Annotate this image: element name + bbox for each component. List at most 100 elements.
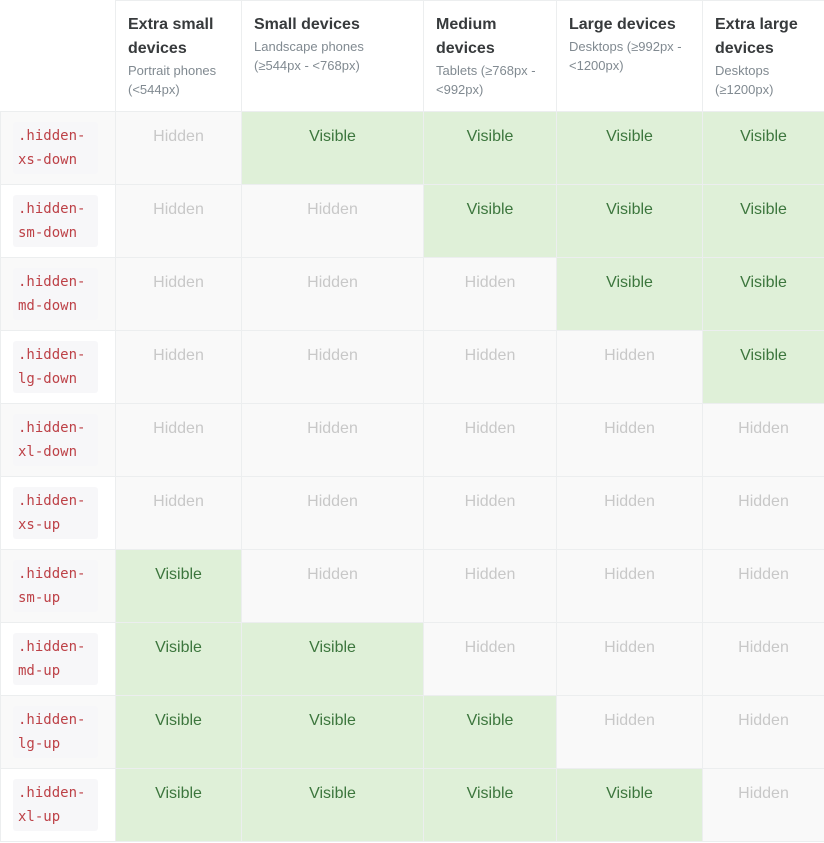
- visible-status-cell: Visible: [423, 184, 557, 258]
- hidden-status-cell: Hidden: [241, 403, 424, 477]
- visible-status-cell: Visible: [423, 768, 557, 842]
- visible-status-cell: Visible: [702, 330, 824, 404]
- row-class-cell: .hidden-lg-up: [0, 695, 116, 769]
- column-title: Medium devices: [436, 16, 497, 57]
- class-name-code: .hidden-xl-up: [13, 779, 98, 831]
- visible-status-cell: Visible: [115, 768, 242, 842]
- table-row: .hidden-xl-up Visible Visible Visible Visibl…: [0, 768, 824, 842]
- hidden-status-cell: Hidden: [423, 403, 557, 477]
- visible-status-cell: Visible: [115, 622, 242, 696]
- column-subtitle: Portrait phones (<544px): [128, 63, 217, 97]
- hidden-status-cell: Hidden: [115, 403, 242, 477]
- row-class-cell: .hidden-xs-down: [0, 111, 116, 185]
- class-name-code: .hidden-xl-down: [13, 414, 98, 466]
- hidden-status-cell: Hidden: [556, 330, 703, 404]
- table-row: .hidden-xs-up Hidden Hidden Hidden Hidden Hid…: [0, 476, 824, 550]
- hidden-status-cell: Hidden: [556, 403, 703, 477]
- row-class-cell: .hidden-sm-up: [0, 549, 116, 623]
- class-name-code: .hidden-sm-up: [13, 560, 98, 612]
- hidden-status-cell: Hidden: [241, 257, 424, 331]
- hidden-status-cell: Hidden: [556, 476, 703, 550]
- row-class-cell: .hidden-xl-up: [0, 768, 116, 842]
- table-row: .hidden-xl-down Hidden Hidden Hidden Hidden H…: [0, 403, 824, 477]
- table-row: .hidden-lg-down Hidden Hidden Hidden Hidden V…: [0, 330, 824, 404]
- class-name-code: .hidden-xs-up: [13, 487, 98, 539]
- visible-status-cell: Visible: [556, 768, 703, 842]
- class-name-code: .hidden-lg-down: [13, 341, 98, 393]
- hidden-status-cell: Hidden: [423, 622, 557, 696]
- column-title: Extra large devices: [715, 16, 798, 57]
- table-row: .hidden-md-up Visible Visible Hidden Hidden H…: [0, 622, 824, 696]
- row-class-cell: .hidden-md-down: [0, 257, 116, 331]
- row-class-cell: .hidden-md-up: [0, 622, 116, 696]
- table-row: .hidden-xs-down Hidden Visible Visible Visib…: [0, 111, 824, 185]
- hidden-status-cell: Hidden: [241, 330, 424, 404]
- visible-status-cell: Visible: [241, 111, 424, 185]
- column-subtitle: Desktops (≥1200px): [715, 63, 774, 97]
- header-extra-large: Extra large devices Desktops (≥1200px): [702, 0, 824, 112]
- hidden-status-cell: Hidden: [702, 768, 824, 842]
- visible-status-cell: Visible: [241, 622, 424, 696]
- header-corner: [0, 0, 116, 112]
- row-class-cell: .hidden-lg-down: [0, 330, 116, 404]
- header-row: Extra small devices Portrait phones (<54…: [0, 0, 824, 112]
- class-name-code: .hidden-sm-down: [13, 195, 98, 247]
- row-class-cell: .hidden-xl-down: [0, 403, 116, 477]
- hidden-status-cell: Hidden: [702, 622, 824, 696]
- hidden-status-cell: Hidden: [115, 330, 242, 404]
- table-body: .hidden-xs-down Hidden Visible Visible Visib…: [0, 111, 824, 842]
- class-name-code: .hidden-xs-down: [13, 122, 98, 174]
- header-small: Small devices Landscape phones (≥544px -…: [241, 0, 424, 112]
- row-class-cell: .hidden-xs-up: [0, 476, 116, 550]
- hidden-status-cell: Hidden: [241, 476, 424, 550]
- row-class-cell: .hidden-sm-down: [0, 184, 116, 258]
- hidden-status-cell: Hidden: [115, 111, 242, 185]
- visible-status-cell: Visible: [241, 768, 424, 842]
- hidden-status-cell: Hidden: [241, 549, 424, 623]
- header-large: Large devices Desktops (≥992px - <1200px…: [556, 0, 703, 112]
- hidden-status-cell: Hidden: [556, 549, 703, 623]
- hidden-status-cell: Hidden: [556, 622, 703, 696]
- table-header: Extra small devices Portrait phones (<54…: [0, 0, 824, 112]
- column-subtitle: Tablets (≥768px - <992px): [436, 63, 536, 97]
- class-name-code: .hidden-lg-up: [13, 706, 98, 758]
- column-title: Large devices: [569, 16, 676, 33]
- visible-status-cell: Visible: [702, 111, 824, 185]
- hidden-status-cell: Hidden: [702, 476, 824, 550]
- visible-status-cell: Visible: [115, 695, 242, 769]
- hidden-status-cell: Hidden: [556, 695, 703, 769]
- header-medium: Medium devices Tablets (≥768px - <992px): [423, 0, 557, 112]
- hidden-status-cell: Hidden: [702, 403, 824, 477]
- hidden-status-cell: Hidden: [115, 184, 242, 258]
- visible-status-cell: Visible: [423, 111, 557, 185]
- visible-status-cell: Visible: [241, 695, 424, 769]
- table-row: .hidden-lg-up Visible Visible Visible Hidden…: [0, 695, 824, 769]
- hidden-status-cell: Hidden: [423, 330, 557, 404]
- visible-status-cell: Visible: [556, 257, 703, 331]
- visible-status-cell: Visible: [423, 695, 557, 769]
- visible-status-cell: Visible: [702, 184, 824, 258]
- hidden-status-cell: Hidden: [423, 549, 557, 623]
- table-row: .hidden-md-down Hidden Hidden Hidden Visible…: [0, 257, 824, 331]
- header-extra-small: Extra small devices Portrait phones (<54…: [115, 0, 242, 112]
- column-subtitle: Landscape phones (≥544px - <768px): [254, 39, 364, 73]
- visible-status-cell: Visible: [115, 549, 242, 623]
- hidden-status-cell: Hidden: [115, 257, 242, 331]
- column-title: Extra small devices: [128, 16, 214, 57]
- hidden-status-cell: Hidden: [702, 549, 824, 623]
- visible-status-cell: Visible: [556, 111, 703, 185]
- table-row: .hidden-sm-down Hidden Hidden Visible Visibl…: [0, 184, 824, 258]
- column-subtitle: Desktops (≥992px - <1200px): [569, 39, 682, 73]
- visible-status-cell: Visible: [702, 257, 824, 331]
- hidden-status-cell: Hidden: [423, 476, 557, 550]
- hidden-status-cell: Hidden: [115, 476, 242, 550]
- hidden-status-cell: Hidden: [241, 184, 424, 258]
- table-row: .hidden-sm-up Visible Hidden Hidden Hidden Hi…: [0, 549, 824, 623]
- column-title: Small devices: [254, 16, 360, 33]
- class-name-code: .hidden-md-down: [13, 268, 98, 320]
- class-name-code: .hidden-md-up: [13, 633, 98, 685]
- hidden-status-cell: Hidden: [702, 695, 824, 769]
- visible-status-cell: Visible: [556, 184, 703, 258]
- hidden-status-cell: Hidden: [423, 257, 557, 331]
